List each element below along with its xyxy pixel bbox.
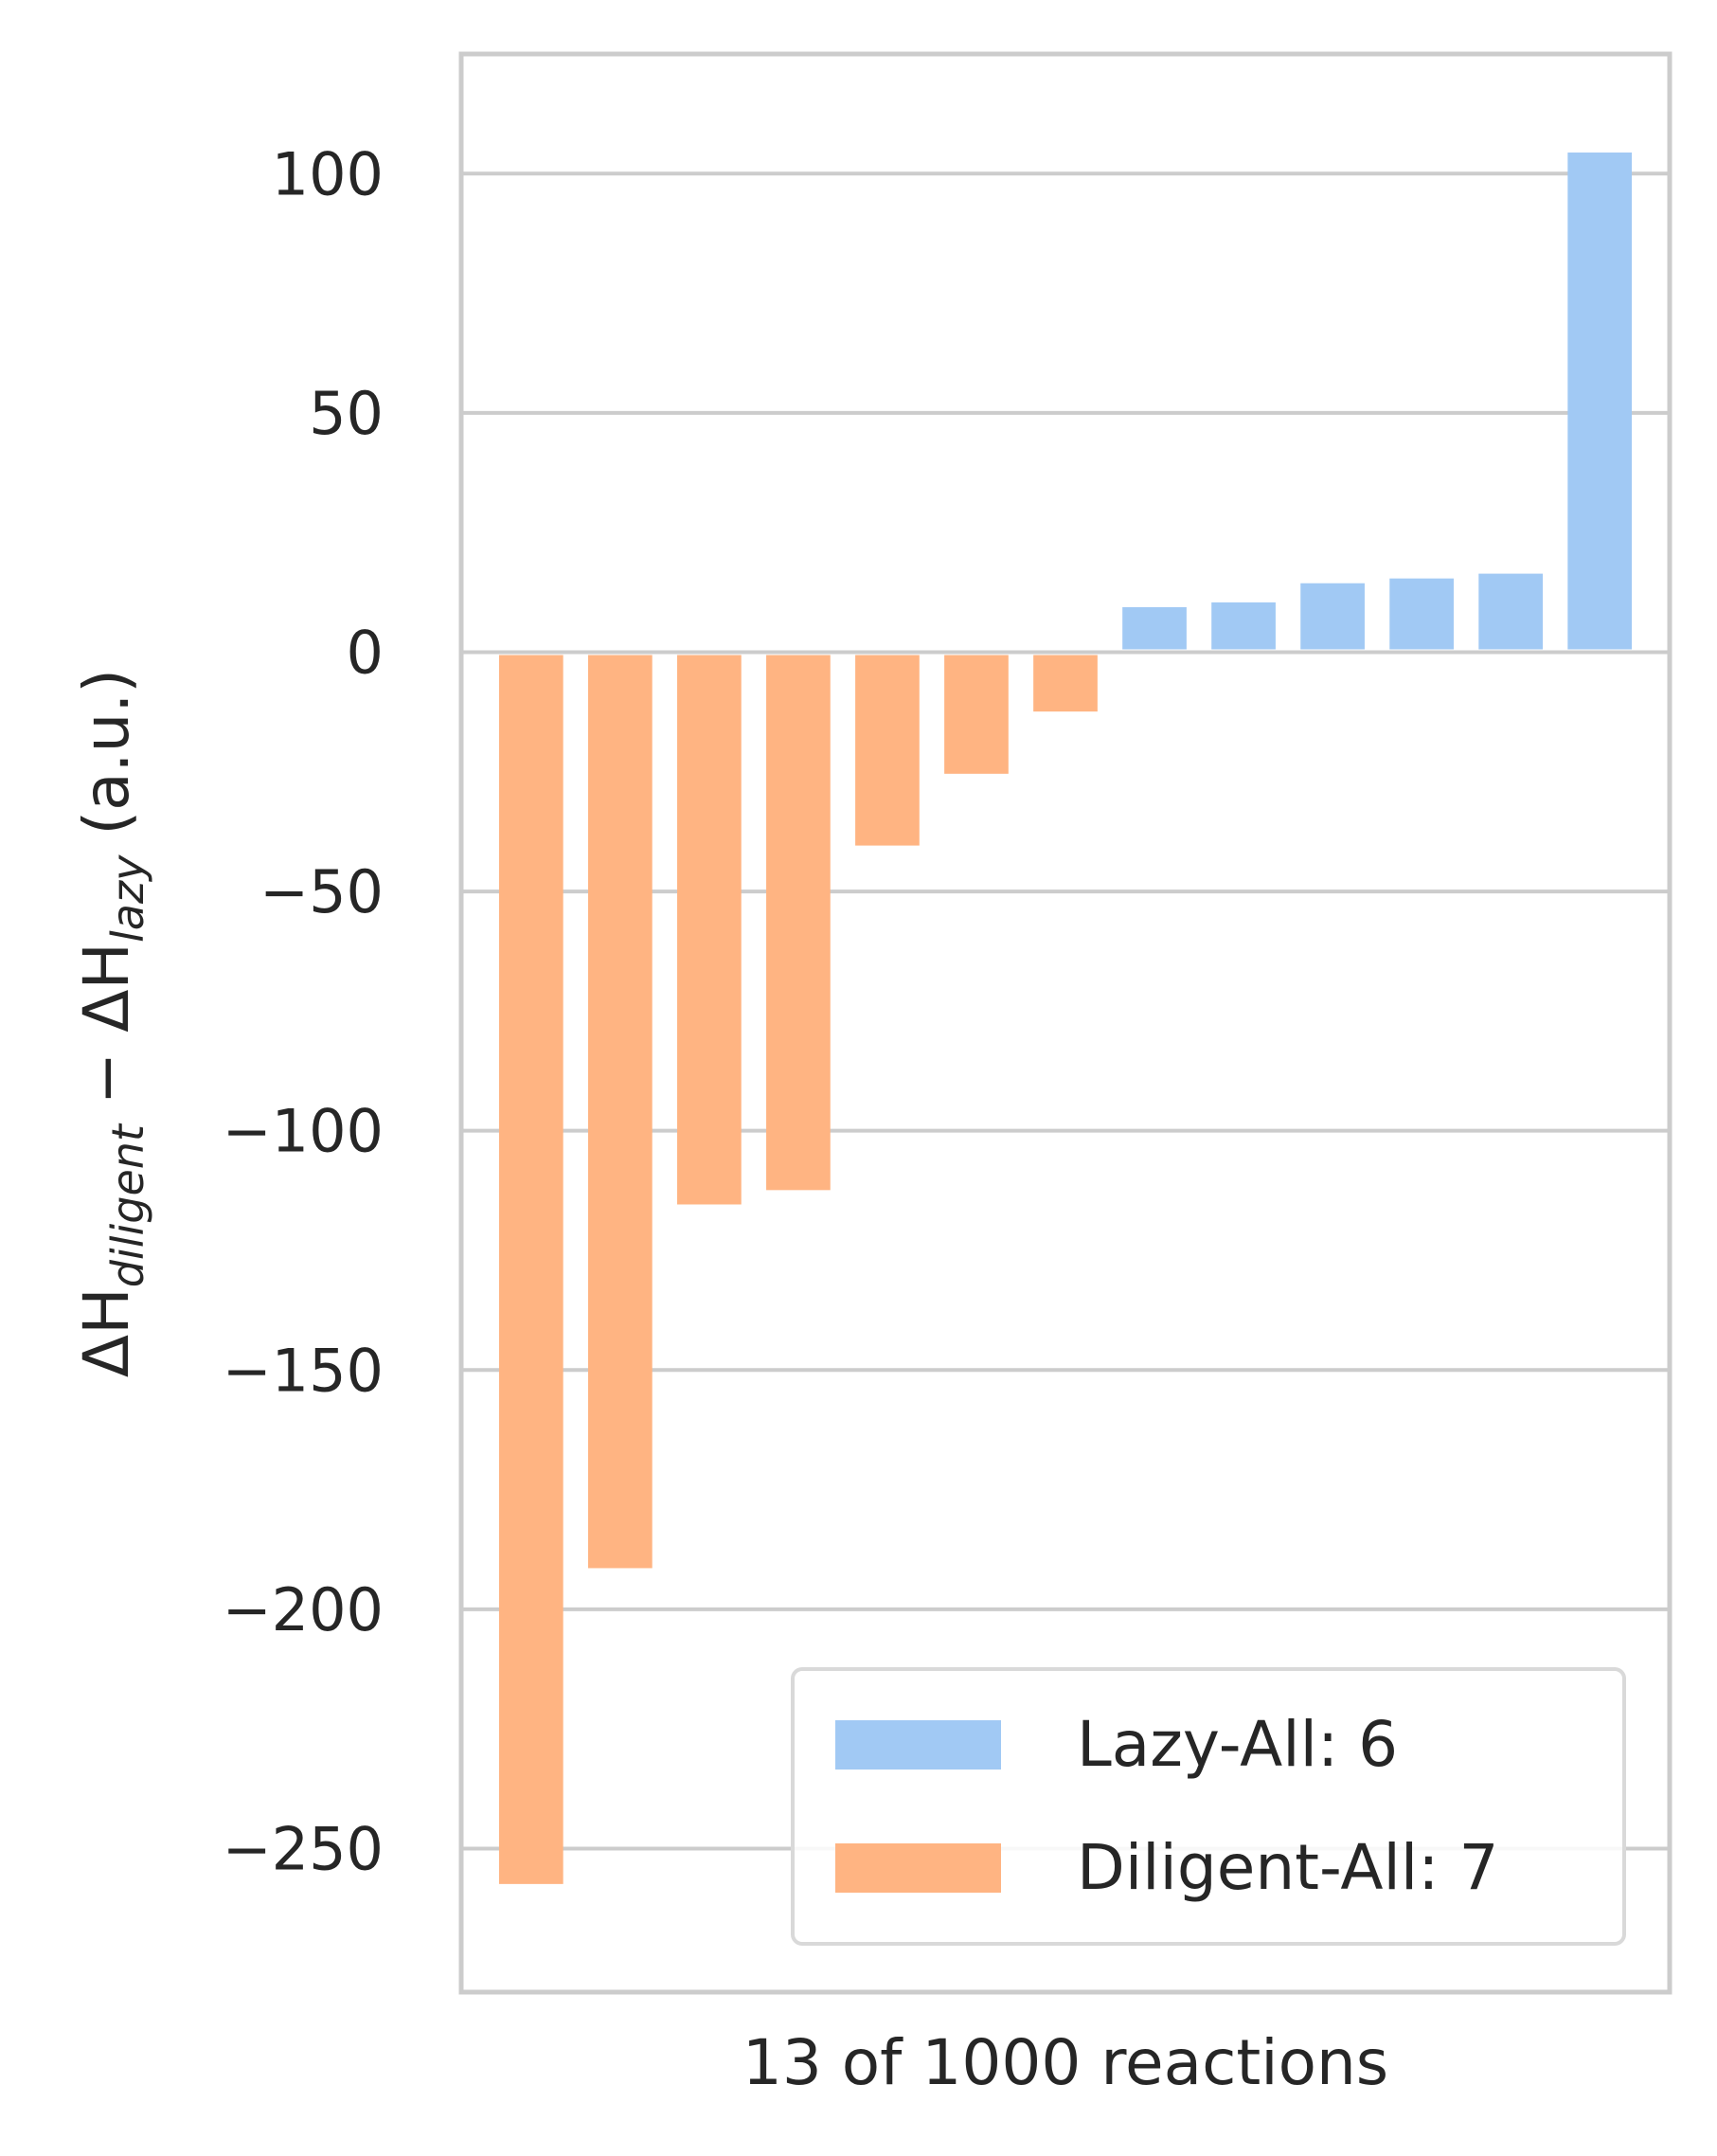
bar xyxy=(1211,602,1276,650)
y-label-subscript-2: lazy xyxy=(102,854,153,943)
y-tick-label: −100 xyxy=(223,1097,384,1166)
bar xyxy=(1478,573,1544,650)
y-tick-label: 50 xyxy=(309,379,384,448)
y-tick-labels: 100 50 0 −50 −100 −150 −200 −250 xyxy=(223,139,384,1883)
bar xyxy=(587,655,653,1569)
bar xyxy=(498,655,563,1884)
bar xyxy=(1122,606,1187,650)
y-tick-label: −50 xyxy=(259,857,384,926)
bar xyxy=(766,655,831,1191)
legend: Lazy-All: 6 Diligent-All: 7 xyxy=(791,1667,1626,1946)
y-label-subscript-1: diligent xyxy=(102,1123,153,1287)
y-label-minus: − xyxy=(70,1033,143,1124)
y-tick-label: 100 xyxy=(272,139,384,208)
bar xyxy=(1567,153,1633,650)
legend-swatch xyxy=(835,1720,1001,1770)
y-label-symbol-2: ΔH xyxy=(70,943,143,1033)
bar xyxy=(855,655,920,846)
legend-label: Diligent-All: 7 xyxy=(1077,1831,1498,1904)
y-tick-label: −250 xyxy=(223,1814,384,1883)
x-axis-label: 13 of 1000 reactions xyxy=(742,2026,1388,2099)
bar xyxy=(1389,578,1454,650)
y-tick-label: 0 xyxy=(347,618,384,687)
y-tick-label: −200 xyxy=(223,1575,384,1644)
bar xyxy=(944,655,1009,774)
bar xyxy=(1300,583,1365,650)
plot-frame xyxy=(458,51,1672,1995)
legend-label: Lazy-All: 6 xyxy=(1077,1708,1398,1781)
grid-lines xyxy=(461,171,1670,1851)
y-label-symbol-1: ΔH xyxy=(70,1287,143,1377)
y-label-unit: (a.u.) xyxy=(70,669,143,855)
y-axis-label: ΔHdiligent − ΔHlazy (a.u.) xyxy=(70,669,153,1377)
legend-swatch xyxy=(835,1843,1001,1893)
y-tick-label: −150 xyxy=(223,1336,384,1405)
bar xyxy=(1033,655,1098,712)
bars xyxy=(498,153,1633,1884)
bar xyxy=(677,655,742,1205)
